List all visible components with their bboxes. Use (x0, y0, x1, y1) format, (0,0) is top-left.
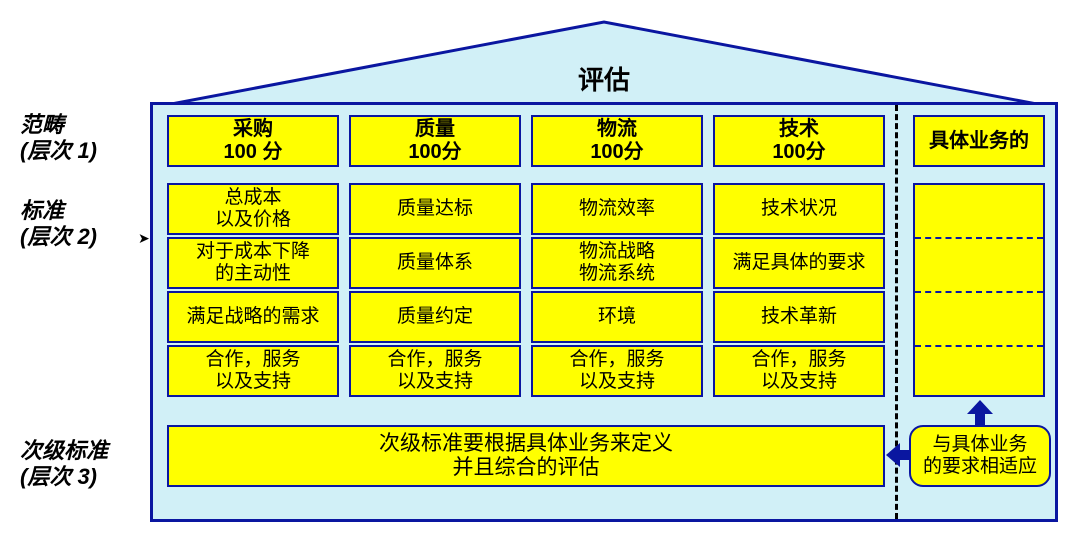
crit-c2-r4: 合作，服务 以及支持 (349, 345, 521, 397)
crit-c4-r3: 技术革新 (713, 291, 885, 343)
roof: 评估 (150, 20, 1058, 110)
crit-c3-r2: 物流战略 物流系统 (531, 237, 703, 289)
diagram-stage: 评估 范畴 (层次 1) 标准 (层次 2) ➤ 次级标准 (层次 3) 采购 … (20, 20, 1060, 540)
label-level1-a: 范畴 (20, 112, 150, 138)
header-col3: 物流 100分 (531, 115, 703, 167)
crit-c2-r2: 质量体系 (349, 237, 521, 289)
header-col3-b: 100分 (590, 141, 643, 164)
right-dash-2 (915, 291, 1043, 293)
callout-box: 与具体业务 的要求相适应 (909, 425, 1051, 487)
header-col2-a: 质量 (415, 118, 455, 141)
header-col4: 技术 100分 (713, 115, 885, 167)
crit-c2-r1: 质量达标 (349, 183, 521, 235)
label-level3-a: 次级标准 (20, 438, 150, 464)
crit-c4-r2: 满足具体的要求 (713, 237, 885, 289)
label-level1: 范畴 (层次 1) (20, 112, 150, 165)
arrow-up-icon (967, 400, 993, 426)
label-level2-a: 标准 (20, 198, 150, 224)
header-col2: 质量 100分 (349, 115, 521, 167)
crit-c3-r3: 环境 (531, 291, 703, 343)
crit-c3-r4: 合作，服务 以及支持 (531, 345, 703, 397)
callout-text: 与具体业务 的要求相适应 (923, 434, 1037, 478)
house-body: 采购 100 分 质量 100分 物流 100分 技术 100分 具体业务的 总… (150, 102, 1058, 522)
side-tick: ➤ (138, 230, 150, 247)
crit-c1-r3: 满足战略的需求 (167, 291, 339, 343)
right-dash-3 (915, 345, 1043, 347)
label-level3-b: (层次 3) (20, 464, 150, 490)
crit-c2-r3: 质量约定 (349, 291, 521, 343)
crit-c4-r4: 合作，服务 以及支持 (713, 345, 885, 397)
label-level3: 次级标准 (层次 3) (20, 438, 150, 491)
label-level1-b: (层次 1) (20, 138, 150, 164)
arrow-up (967, 400, 993, 426)
crit-c1-r4: 合作，服务 以及支持 (167, 345, 339, 397)
roof-title: 评估 (150, 60, 1058, 97)
label-level2: 标准 (层次 2) (20, 198, 150, 251)
label-level2-b: (层次 2) (20, 224, 150, 250)
right-placeholder (913, 183, 1045, 397)
header-col1-a: 采购 (233, 118, 273, 141)
crit-c3-r1: 物流效率 (531, 183, 703, 235)
header-col1-b: 100 分 (224, 141, 283, 164)
header-col1: 采购 100 分 (167, 115, 339, 167)
header-col4-a: 技术 (779, 118, 819, 141)
header-col4-b: 100分 (772, 141, 825, 164)
right-dash-1 (915, 237, 1043, 239)
header-colR: 具体业务的 (913, 115, 1045, 167)
crit-c4-r1: 技术状况 (713, 183, 885, 235)
subcriteria-line1: 次级标准要根据具体业务来定义 (379, 432, 673, 456)
crit-c1-r1: 总成本 以及价格 (167, 183, 339, 235)
header-col2-b: 100分 (408, 141, 461, 164)
subcriteria-line2: 并且综合的评估 (453, 456, 600, 480)
crit-c1-r2: 对于成本下降 的主动性 (167, 237, 339, 289)
header-colR-text: 具体业务的 (929, 130, 1029, 153)
subcriteria-box: 次级标准要根据具体业务来定义 并且综合的评估 (167, 425, 885, 487)
header-col3-a: 物流 (597, 118, 637, 141)
